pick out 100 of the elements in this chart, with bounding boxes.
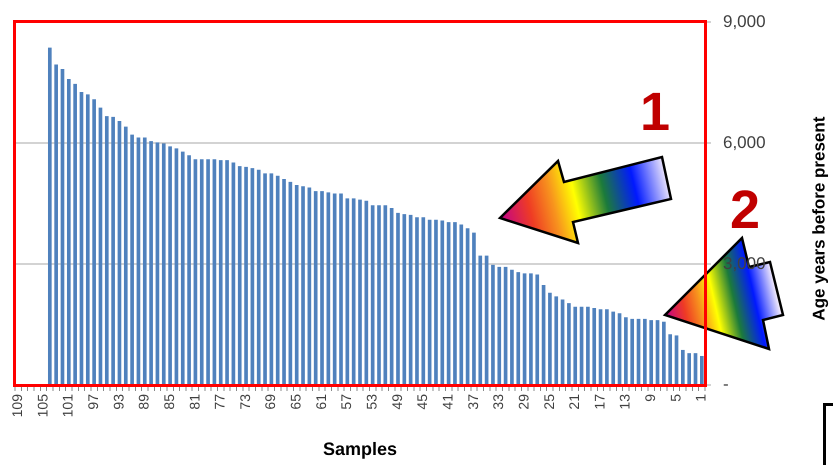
bar [118,120,122,384]
bar [459,224,464,384]
bar [194,159,198,384]
x-tick-label: 89 [136,394,152,410]
bar [491,264,495,384]
bar [453,222,457,384]
bar [529,273,533,384]
bar [504,266,508,384]
bar [656,320,660,384]
bar [535,274,540,384]
x-tick-label: 73 [236,394,253,410]
bar [332,194,337,384]
bar [314,191,318,384]
bar [548,292,552,384]
x-tick-label: 65 [288,394,304,410]
bar [421,217,426,384]
bar [560,300,564,384]
x-tick-label: 37 [464,394,481,410]
bar [206,159,210,384]
bar [649,320,654,384]
bar [200,159,204,384]
annotation: 1 [640,82,670,142]
bar [60,68,64,384]
bar [674,335,678,384]
bar [618,313,622,384]
bar [250,168,254,384]
bar [156,142,160,384]
bar [212,159,216,384]
x-tick-label: 29 [515,394,532,410]
bar [352,198,356,384]
bar [358,200,362,384]
bar [187,155,191,384]
bar [326,192,330,384]
bar [592,308,596,384]
bar [276,176,280,384]
bar [263,173,267,384]
bar [130,134,134,384]
bar [320,191,324,384]
bar [466,228,470,384]
bar [408,214,412,384]
bar [86,94,90,384]
x-tick-label: 93 [110,394,126,410]
bar [586,306,590,384]
x-tick-label: 53 [364,394,380,410]
x-tick-label: 109 [9,394,26,418]
bar [142,137,147,384]
bar [472,232,476,384]
bar [700,356,704,384]
bar [168,146,172,384]
x-tick-label: 77 [212,394,228,410]
x-tick-label: 13 [616,394,633,410]
bar [681,350,685,384]
bar [73,84,77,384]
bar [383,205,388,384]
bar [630,318,634,384]
bar [98,108,102,384]
bar [218,160,223,384]
bar [225,160,229,384]
bar [516,272,520,384]
bar [522,273,526,384]
bar [624,317,628,384]
bar [294,185,299,384]
bar [111,116,115,384]
x-tick-label: 85 [160,394,177,410]
x-tick-label: 21 [566,394,582,410]
bar [162,144,166,384]
bar [687,353,692,384]
bar [402,214,406,384]
bar [478,256,482,384]
x-tick-label: 25 [540,394,557,410]
x-tick-label: 81 [186,394,202,410]
bar [605,309,609,384]
x-tick-label: 69 [262,394,278,410]
bar [301,186,305,384]
bar [636,318,640,384]
y-axis-title: Age years before present [810,116,829,321]
bar [694,353,698,384]
text: 2 [730,180,760,240]
x-tick-label: 61 [312,394,329,410]
bar [66,79,71,384]
bar [270,173,274,384]
bar [598,309,602,384]
x-tick-label: 101 [60,394,76,418]
x-tick-label: 33 [490,394,506,410]
bar [238,166,242,384]
bar [244,166,248,384]
bar [440,220,444,384]
bar [48,48,52,384]
y-tick-label: 6,000 [723,132,766,152]
bar [497,266,502,384]
bar [573,306,578,384]
bar [364,200,368,384]
bar [662,322,666,384]
bar [580,306,584,384]
x-tick-label: 9 [642,394,658,402]
bar [668,334,672,384]
x-tick-label: 41 [439,394,456,410]
bar [174,148,178,384]
x-tick-label: 105 [34,394,50,418]
y-tick-label: 9,000 [723,12,766,31]
